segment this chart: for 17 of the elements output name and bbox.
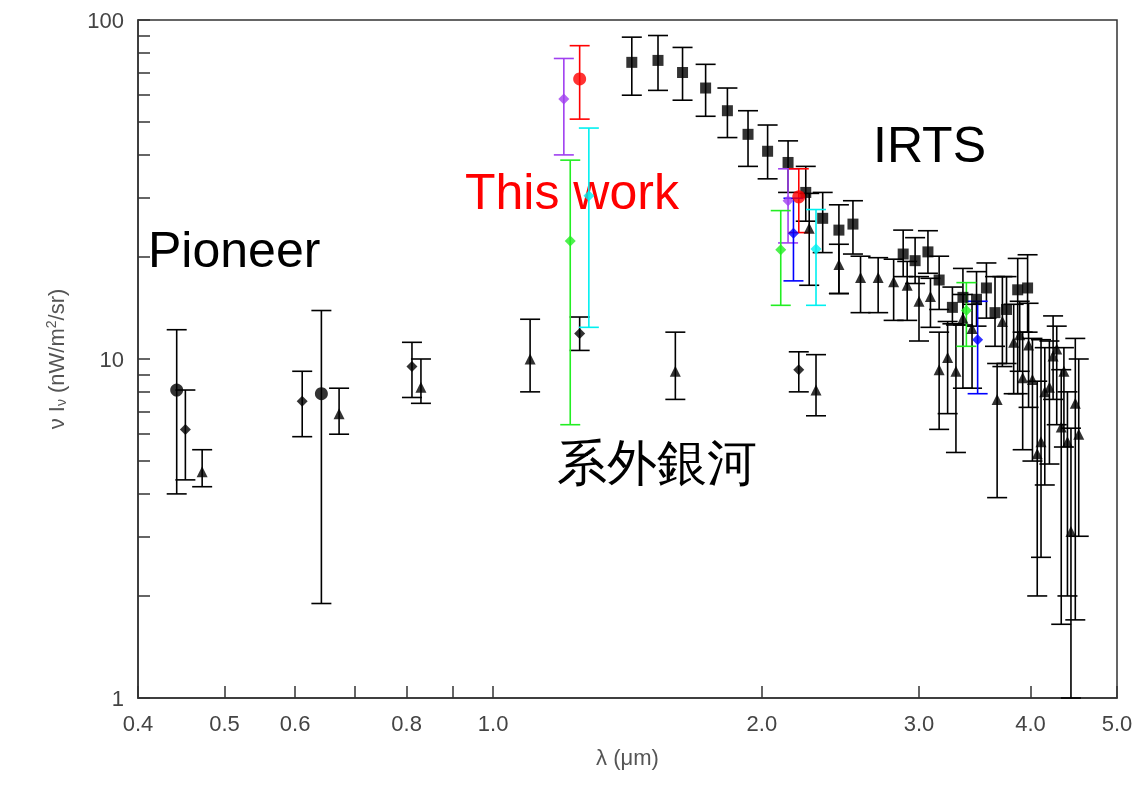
x-tick-label: 4.0 [1015,710,1046,736]
x-tick-label: 0.6 [279,710,311,736]
x-tick-label: 0.4 [122,710,154,736]
y-tick-label: 1 [111,685,124,711]
y-tick-label: 100 [87,7,124,33]
y-tick-label: 10 [99,346,124,372]
x-tick-label: 5.0 [1101,710,1133,736]
x-tick-label: 3.0 [903,710,935,736]
y-axis-title: ν Iν (nW/m2/sr) [43,288,69,430]
x-tick-label: 1.0 [477,710,509,736]
annotation: Pioneer [148,222,321,278]
x-axis-title: λ (μm) [596,744,659,770]
x-tick-label: 0.8 [391,710,422,736]
x-tick-label: 2.0 [746,710,778,736]
x-tick-label: 0.5 [209,710,240,736]
annotation: IRTS [873,117,986,173]
annotation: 系外銀河 [557,435,757,491]
